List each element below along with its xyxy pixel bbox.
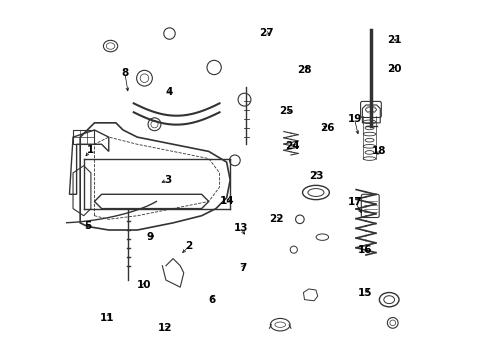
Text: 12: 12	[158, 323, 172, 333]
Text: 28: 28	[297, 65, 311, 75]
Text: 17: 17	[347, 197, 362, 207]
Text: 7: 7	[239, 262, 246, 273]
Text: 15: 15	[357, 288, 372, 297]
Text: 21: 21	[386, 35, 401, 45]
Text: 27: 27	[259, 28, 273, 38]
Text: 26: 26	[320, 123, 334, 133]
Text: 18: 18	[371, 147, 386, 157]
Text: 6: 6	[207, 295, 215, 305]
Text: 25: 25	[279, 107, 293, 116]
Text: 24: 24	[285, 141, 300, 151]
Text: 22: 22	[268, 214, 283, 224]
Text: 10: 10	[136, 280, 151, 291]
Text: 4: 4	[165, 87, 173, 98]
Text: 13: 13	[233, 223, 248, 233]
Text: 5: 5	[84, 221, 91, 231]
Text: 20: 20	[386, 64, 401, 73]
Text: 16: 16	[357, 245, 372, 255]
Text: 8: 8	[121, 68, 128, 78]
Text: 2: 2	[185, 241, 192, 251]
Text: 9: 9	[146, 232, 153, 242]
Text: 11: 11	[100, 312, 114, 323]
Text: 23: 23	[308, 171, 323, 181]
Text: 19: 19	[346, 114, 361, 124]
Text: 1: 1	[87, 145, 94, 155]
Text: 14: 14	[220, 196, 234, 206]
Text: 3: 3	[164, 175, 171, 185]
